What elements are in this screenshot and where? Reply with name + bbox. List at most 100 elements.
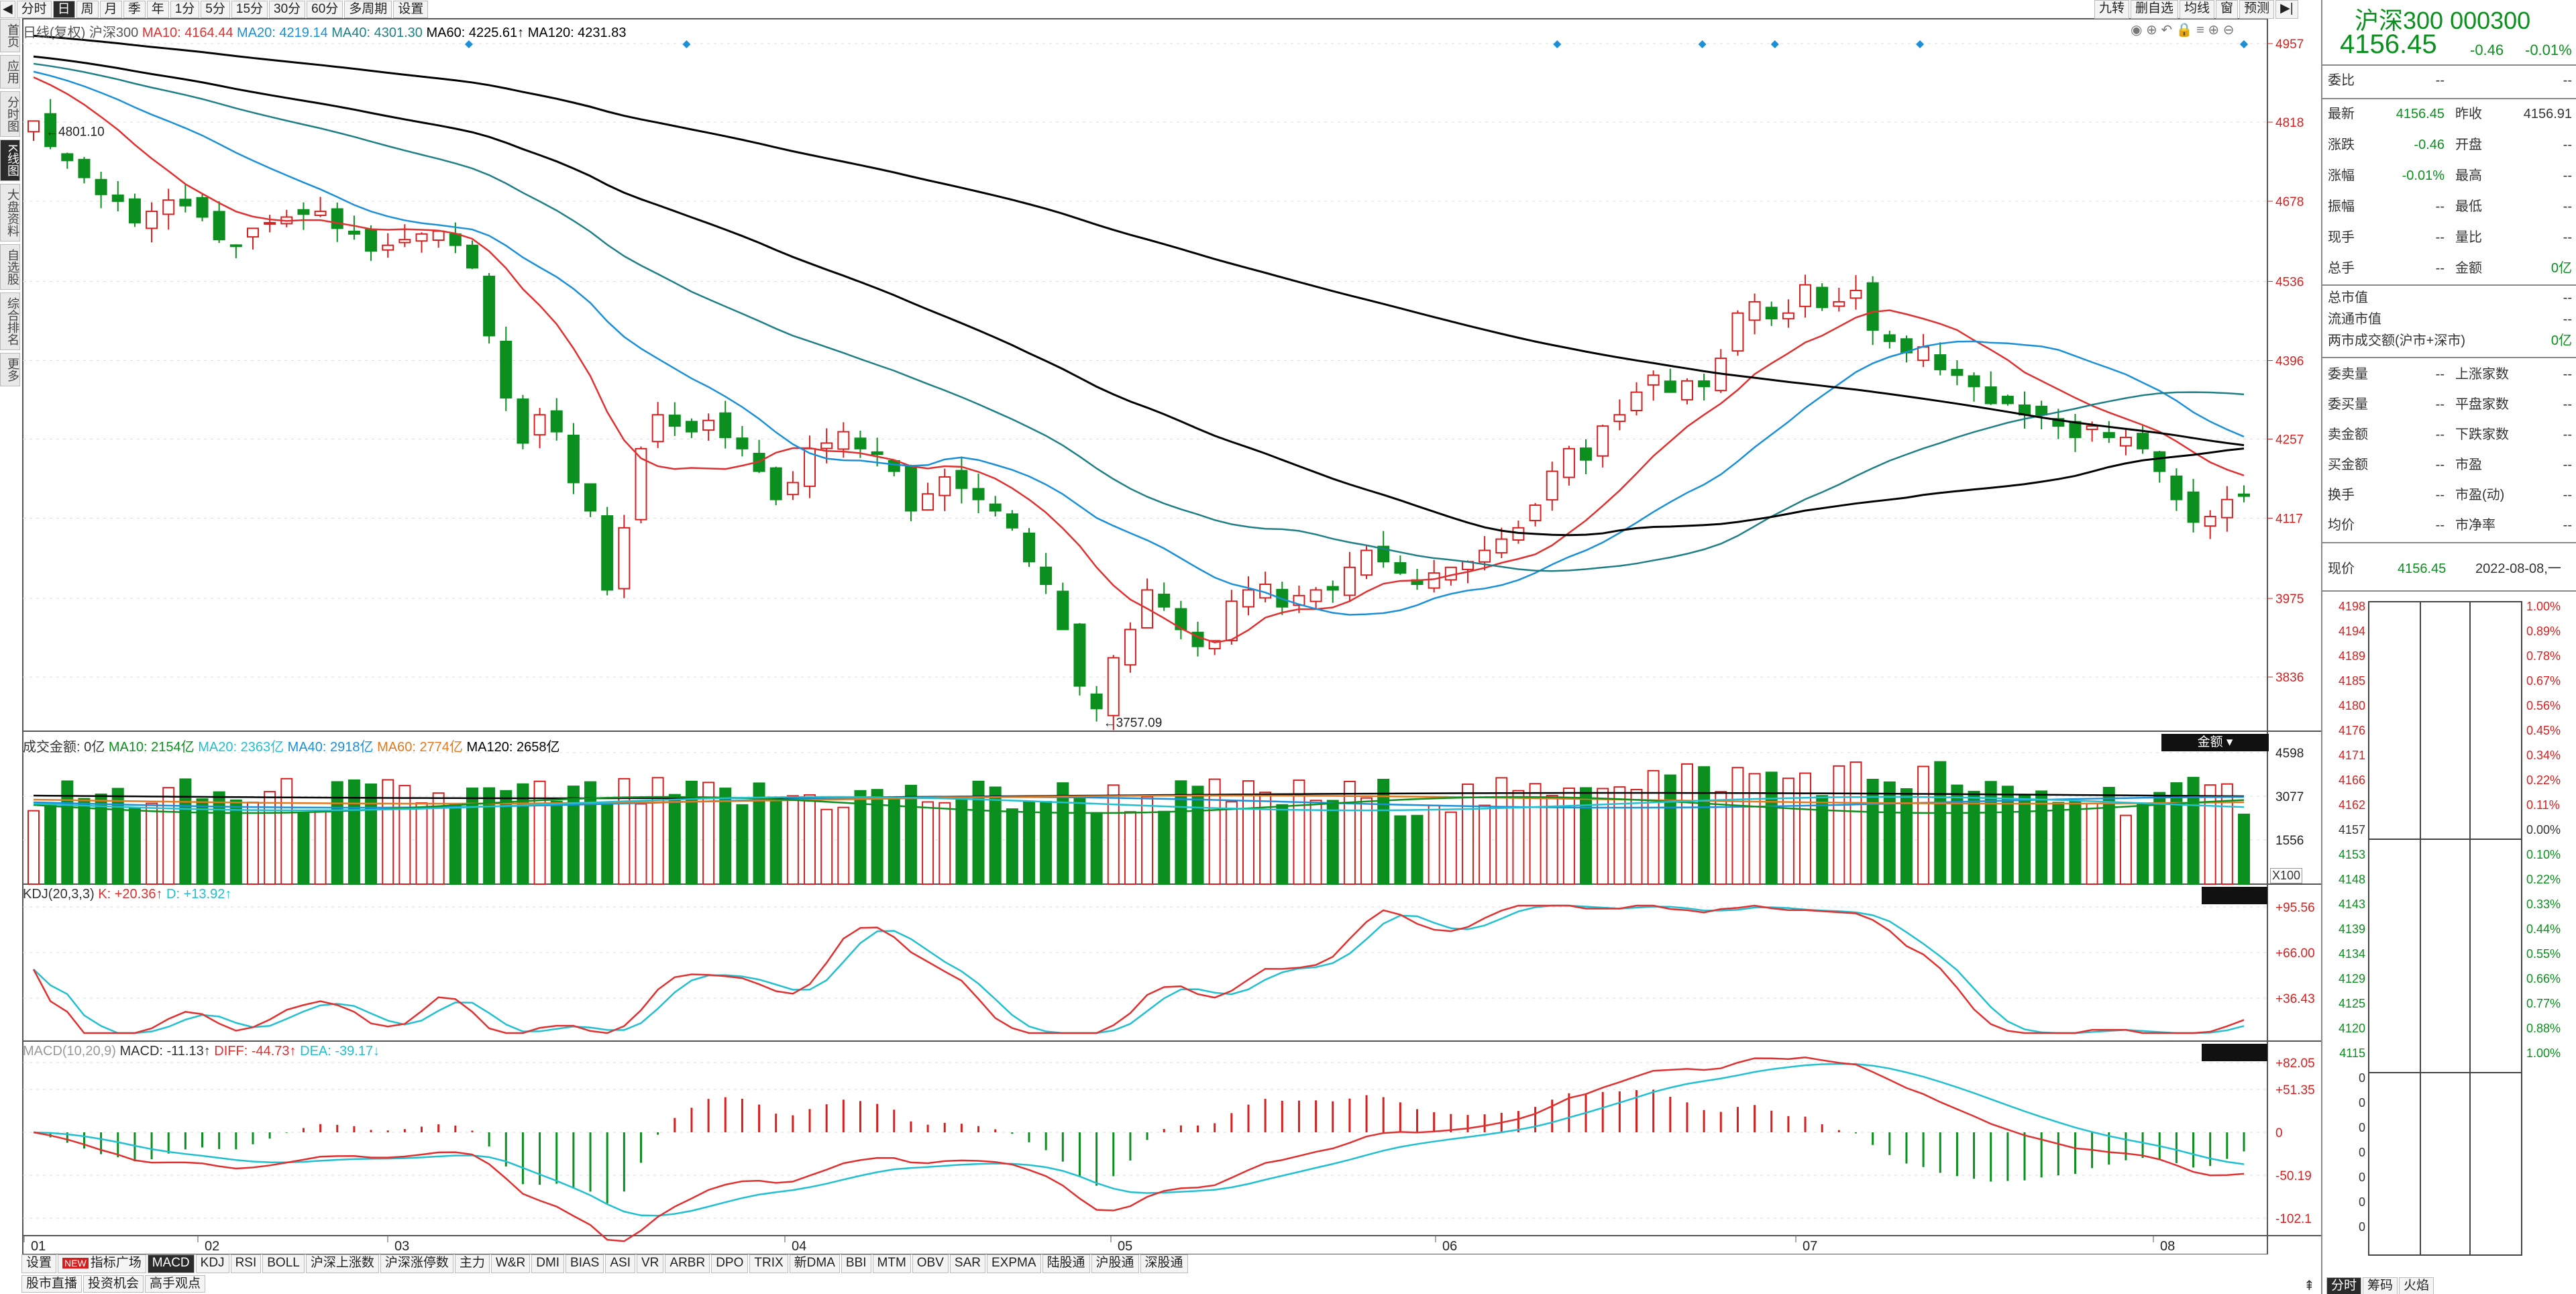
panel-tab-0[interactable]: 分时	[2326, 1277, 2362, 1294]
stat-label: 现手	[2328, 230, 2355, 245]
chart-tools[interactable]: ◉ ⊕ ↶ 🔒 ≡ ⊕ ⊖	[2131, 21, 2234, 38]
candle-body	[517, 398, 529, 444]
community-tab-0[interactable]: 股市直播	[21, 1275, 83, 1293]
indicator-tab-22[interactable]: EXPMA	[986, 1254, 1041, 1273]
indicator-tab-16[interactable]: TRIX	[749, 1254, 788, 1273]
leftnav-4[interactable]: 大盘资料	[0, 184, 20, 242]
candle-body	[2220, 498, 2233, 519]
indicator-tab-13[interactable]: VR	[636, 1254, 664, 1273]
community-tab-2[interactable]: 高手观点	[145, 1275, 206, 1293]
period-toolbar: ◀ 分时日周月季年 1分 5分 15分 30分 60分 多周期 设置	[0, 0, 2321, 19]
period-2[interactable]: 周	[76, 1, 99, 18]
indicator-tab-9[interactable]: W&R	[490, 1254, 531, 1273]
candle-body	[1546, 470, 1558, 501]
toolbar-right-2[interactable]: 均线	[2180, 0, 2215, 19]
indicator-tab-17[interactable]: 新DMA	[789, 1254, 840, 1273]
vol-bar	[1023, 801, 1036, 885]
vol-bar	[635, 803, 647, 885]
indicator-tab-3[interactable]: KDJ	[195, 1254, 229, 1273]
leftnav-0[interactable]: 首页	[0, 19, 20, 52]
leftnav-1[interactable]: 应用	[0, 55, 20, 89]
mini-left-label: 4176	[2338, 724, 2365, 737]
indicator-tab-7[interactable]: 沪深涨停数	[380, 1254, 453, 1273]
period-7[interactable]: 5分	[201, 1, 230, 18]
indicator-tab-12[interactable]: ASI	[605, 1254, 635, 1273]
pin-icon[interactable]: ⇞	[2304, 1279, 2315, 1293]
indicator-tab-18[interactable]: BBI	[841, 1254, 871, 1273]
indicator-tab-label: BIAS	[570, 1256, 600, 1270]
indicator-tab-2[interactable]: MACD	[147, 1254, 195, 1273]
indicator-tab-5[interactable]: BOLL	[262, 1254, 305, 1273]
candle-body	[1107, 657, 1120, 716]
leftnav-7[interactable]: 更多	[0, 353, 20, 387]
macd-settings-badge[interactable]	[2202, 1044, 2267, 1061]
indicator-tab-14[interactable]: ARBR	[665, 1254, 710, 1273]
legend-ma10: MA10: 4164.44	[142, 25, 233, 40]
kline-chart-area[interactable]: 4957 4818 4678 4536 4396 4257 4117 3975 3836 ←480…	[0, 0, 2321, 1254]
kdj-settings-badge[interactable]	[2202, 887, 2267, 904]
minus-icon[interactable]: ⊖	[2222, 23, 2235, 38]
candle-body	[1833, 301, 1845, 307]
panel-tab-1[interactable]: 筹码	[2363, 1277, 2398, 1294]
new-badge: NEW	[62, 1258, 89, 1269]
indicator-tab-4[interactable]: RSI	[230, 1254, 262, 1273]
stat-value: --	[2435, 261, 2445, 276]
leftnav-3[interactable]: K线图	[0, 140, 20, 182]
period-9[interactable]: 30分	[269, 1, 306, 18]
back-icon[interactable]: ◀	[0, 1, 15, 18]
panel-tab-2[interactable]: 火焰	[2399, 1277, 2434, 1294]
mini-left-label: 0	[2358, 1121, 2365, 1134]
indicator-tab-15[interactable]: DPO	[711, 1254, 749, 1273]
cap-value: --	[2563, 312, 2572, 327]
period-11[interactable]: 多周期	[344, 1, 392, 18]
period-3[interactable]: 月	[99, 1, 122, 18]
indicator-tab-6[interactable]: 沪深上涨数	[305, 1254, 379, 1273]
indicator-tab-25[interactable]: 深股通	[1140, 1254, 1188, 1273]
indicator-tab-1[interactable]: NEW 指标广场	[58, 1254, 146, 1273]
breadth-label: 买金额	[2328, 457, 2368, 472]
vol-bar	[584, 781, 597, 885]
period-8[interactable]: 15分	[231, 1, 268, 18]
amount-dropdown[interactable]: 金额 ▾	[2161, 734, 2269, 751]
indicator-tab-23[interactable]: 陆股通	[1042, 1254, 1090, 1273]
toolbar-right-3[interactable]: 窗	[2216, 0, 2239, 19]
period-5[interactable]: 年	[146, 1, 169, 18]
vol-bar	[2086, 802, 2098, 885]
vol-bar	[1225, 801, 1238, 885]
vol-bar	[95, 793, 107, 885]
period-10[interactable]: 60分	[307, 1, 343, 18]
indicator-tab-0[interactable]: 设置	[21, 1254, 57, 1273]
period-6[interactable]: 1分	[170, 1, 200, 18]
x-tick-label: 05	[1118, 1239, 1132, 1254]
period-12[interactable]: 设置	[393, 1, 429, 18]
lock-icon[interactable]: 🔒	[2176, 23, 2193, 38]
vol-bar	[753, 782, 765, 885]
event-marker	[682, 40, 691, 48]
vol-bar	[1816, 795, 1829, 885]
community-tab-1[interactable]: 投资机会	[83, 1275, 144, 1293]
leftnav-2[interactable]: 分时图	[0, 91, 20, 137]
period-4[interactable]: 季	[123, 1, 146, 18]
indicator-tab-8[interactable]: 主力	[454, 1254, 490, 1273]
undo-icon[interactable]: ↶	[2161, 23, 2173, 38]
period-1[interactable]: 日	[52, 1, 75, 18]
zoom-in-icon[interactable]: ⊕	[2146, 23, 2157, 38]
breadth-value: --	[2435, 427, 2445, 442]
period-0[interactable]: 分时	[16, 1, 52, 18]
eye-icon[interactable]: ◉	[2131, 23, 2143, 38]
indicator-tab-19[interactable]: MTM	[872, 1254, 911, 1273]
indicator-tab-21[interactable]: SAR	[949, 1254, 985, 1273]
indicator-tab-11[interactable]: BIAS	[566, 1254, 604, 1273]
leftnav-5[interactable]: 自选股	[0, 244, 20, 290]
add-icon[interactable]: ⊕	[2208, 23, 2220, 38]
leftnav-6[interactable]: 综合排名	[0, 292, 20, 351]
menu-icon[interactable]: ≡	[2196, 23, 2204, 38]
toolbar-right-1[interactable]: 删自选	[2131, 0, 2179, 19]
toolbar-right-4[interactable]: 预测	[2239, 0, 2275, 19]
candle-body	[2187, 491, 2200, 523]
indicator-tab-20[interactable]: OBV	[912, 1254, 949, 1273]
indicator-tab-10[interactable]: DMI	[531, 1254, 565, 1273]
toolbar-right-0[interactable]: 九转	[2094, 0, 2130, 19]
forward-icon[interactable]: ▶|	[2275, 0, 2298, 19]
indicator-tab-24[interactable]: 沪股通	[1091, 1254, 1139, 1273]
